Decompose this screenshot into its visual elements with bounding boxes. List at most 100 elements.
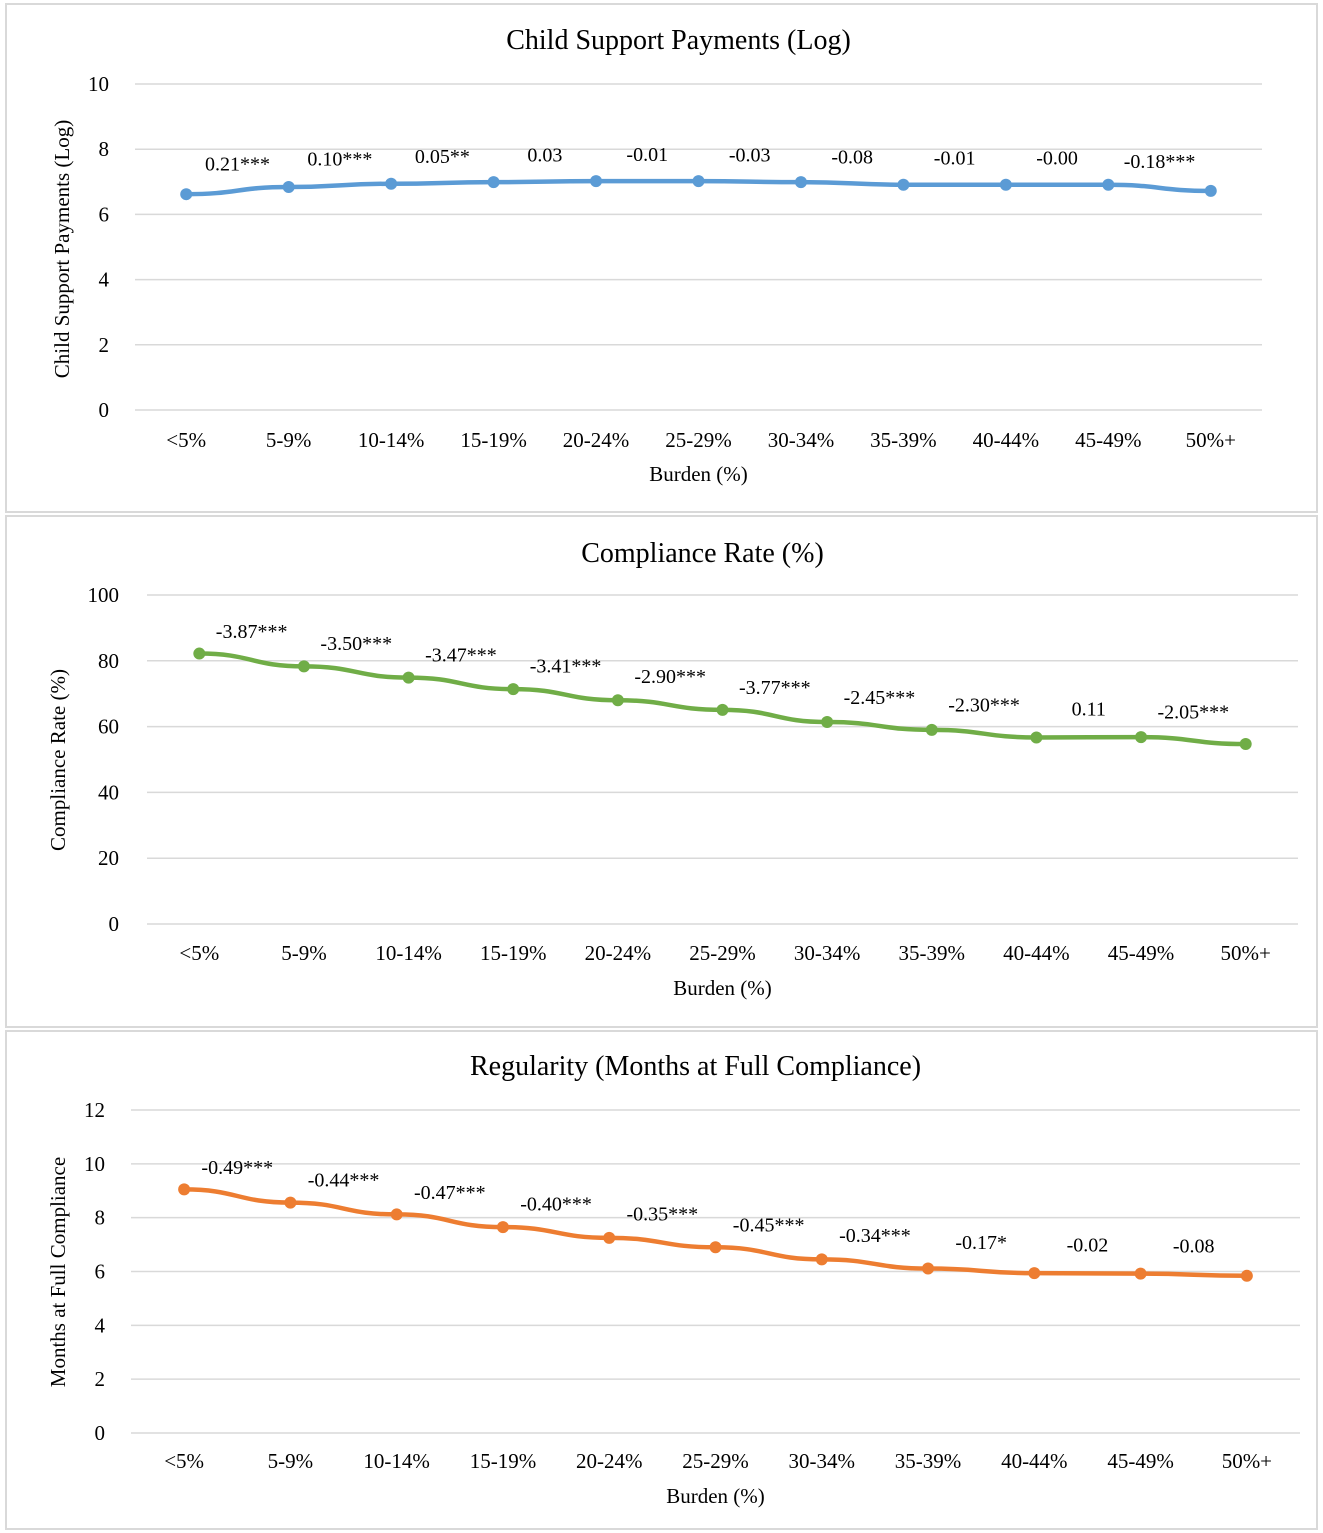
x-tick-label: 20-24% — [563, 428, 630, 452]
data-point — [284, 1196, 297, 1209]
data-point — [999, 178, 1012, 191]
x-tick-label: 15-19% — [480, 941, 547, 965]
data-label: -3.87*** — [216, 621, 288, 643]
data-label: -2.05*** — [1158, 702, 1230, 724]
x-tick-label: 25-29% — [689, 941, 756, 965]
data-label: -0.00 — [1036, 148, 1078, 170]
chart-svg: Regularity (Months at Full Compliance) 0 2… — [46, 1051, 1300, 1508]
chart-svg: Child Support Payments (Log) 0 2 4 6 8 10 <5% 5-… — [50, 25, 1262, 486]
data-point — [180, 188, 193, 201]
data-label: -0.47*** — [414, 1182, 486, 1204]
x-tick-label: 45-49% — [1075, 428, 1142, 452]
data-label: 0.11 — [1072, 698, 1106, 720]
x-tick-label: 5-9% — [266, 428, 312, 452]
data-label: -0.49*** — [201, 1157, 273, 1179]
x-tick-label: 50%+ — [1222, 1449, 1272, 1473]
y-axis-label: Compliance Rate (%) — [46, 669, 70, 851]
x-tick-label: 45-49% — [1107, 1449, 1174, 1473]
x-tick-label: 50%+ — [1186, 428, 1236, 452]
data-point — [692, 175, 705, 188]
chart-title: Regularity (Months at Full Compliance) — [470, 1051, 921, 1082]
x-tick-label: 20-24% — [576, 1449, 643, 1473]
y-tick-label: 2 — [99, 333, 110, 357]
y-tick-label: 8 — [99, 137, 110, 161]
data-label: -0.01 — [626, 144, 668, 166]
x-tick-label: 5-9% — [268, 1449, 314, 1473]
data-label: -3.77*** — [739, 677, 811, 699]
x-axis-label: Burden (%) — [649, 462, 748, 486]
data-point — [390, 1208, 403, 1221]
x-tick-label: 40-44% — [973, 428, 1040, 452]
data-point — [1204, 184, 1217, 197]
data-label: 0.05** — [415, 146, 470, 168]
data-point — [603, 1231, 616, 1244]
data-point — [297, 660, 310, 673]
data-point — [1028, 1267, 1041, 1280]
x-tick-label: 35-39% — [899, 941, 966, 965]
data-point — [402, 671, 415, 684]
data-label: 0.03 — [527, 145, 562, 167]
data-label: -2.30*** — [948, 695, 1020, 717]
x-tick-label: 20-24% — [585, 941, 652, 965]
data-point — [922, 1262, 935, 1275]
data-point — [496, 1221, 509, 1234]
y-axis-label: Child Support Payments (Log) — [50, 120, 74, 378]
x-tick-label: 10-14% — [358, 428, 425, 452]
data-point — [794, 176, 807, 189]
y-tick-label: 100 — [88, 583, 120, 607]
data-label: -0.02 — [1067, 1234, 1109, 1256]
chart-title: Compliance Rate (%) — [581, 538, 824, 569]
y-tick-label: 0 — [109, 912, 120, 936]
data-point — [709, 1241, 722, 1254]
data-point — [487, 176, 500, 189]
data-label: -3.41*** — [530, 656, 602, 678]
x-tick-label: <5% — [164, 1449, 204, 1473]
data-label: -0.03 — [729, 145, 771, 167]
x-tick-label: 35-39% — [895, 1449, 962, 1473]
data-point — [611, 694, 624, 707]
x-tick-label: 10-14% — [375, 941, 442, 965]
chart-panel-compliance-rate: Compliance Rate (%) 0 20 40 60 80 100 <5% 5-9% 10… — [5, 515, 1318, 1028]
data-point — [925, 723, 938, 736]
x-tick-label: 15-19% — [460, 428, 527, 452]
y-tick-label: 8 — [95, 1206, 106, 1230]
y-tick-label: 80 — [98, 649, 119, 673]
data-point — [716, 703, 729, 716]
x-tick-label: 5-9% — [281, 941, 327, 965]
data-point — [507, 683, 520, 696]
chart-panel-regularity: Regularity (Months at Full Compliance) 0 2… — [5, 1030, 1318, 1530]
data-point — [1239, 738, 1252, 751]
y-tick-label: 0 — [95, 1421, 106, 1445]
data-label: -0.35*** — [627, 1204, 699, 1226]
x-axis-label: Burden (%) — [673, 976, 772, 1000]
data-label: -0.08 — [1173, 1236, 1215, 1258]
x-tick-label: 40-44% — [1003, 941, 1070, 965]
data-label: -0.08 — [831, 146, 873, 168]
x-tick-label: 30-34% — [794, 941, 861, 965]
y-tick-label: 10 — [84, 1152, 105, 1176]
x-axis-label: Burden (%) — [666, 1484, 765, 1508]
y-tick-label: 6 — [99, 202, 110, 226]
y-tick-label: 20 — [98, 846, 119, 870]
x-tick-label: 15-19% — [470, 1449, 537, 1473]
data-label: -0.01 — [934, 148, 976, 170]
data-point — [193, 647, 206, 660]
x-tick-label: 40-44% — [1001, 1449, 1068, 1473]
x-tick-label: 30-34% — [768, 428, 835, 452]
data-point — [821, 715, 834, 728]
data-label: -0.17* — [955, 1232, 1007, 1254]
x-tick-label: 25-29% — [665, 428, 732, 452]
data-point — [1240, 1269, 1253, 1282]
series-line — [181, 1187, 1250, 1279]
data-label: -2.45*** — [844, 687, 916, 709]
data-label: -0.34*** — [839, 1225, 911, 1247]
data-point — [1030, 731, 1043, 744]
y-tick-label: 40 — [98, 780, 119, 804]
y-axis-label: Months at Full Compliance — [46, 1157, 70, 1387]
x-tick-label: 45-49% — [1108, 941, 1175, 965]
data-label: -0.45*** — [733, 1214, 805, 1236]
y-tick-label: 4 — [99, 268, 110, 292]
data-point — [590, 175, 603, 188]
data-point — [1134, 1267, 1147, 1280]
y-tick-label: 0 — [99, 398, 110, 422]
